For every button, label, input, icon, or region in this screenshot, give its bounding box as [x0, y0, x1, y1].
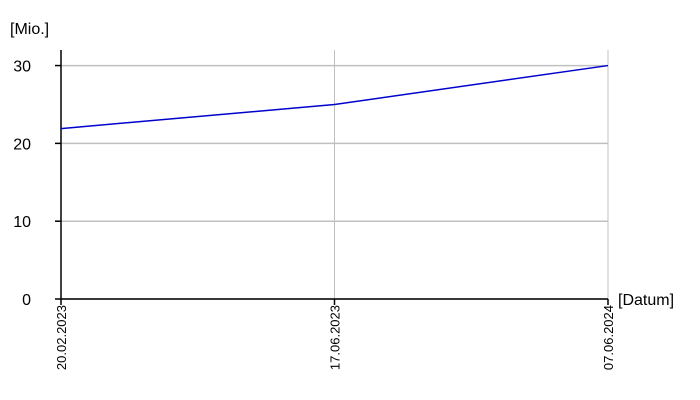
x-axis-label: [Datum]	[618, 292, 674, 309]
x-tick-label: 20.02.2023	[54, 305, 69, 370]
y-tick-label: 10	[13, 214, 31, 231]
x-tick-label: 17.06.2023	[328, 305, 343, 370]
y-tick-label: 0	[22, 292, 31, 309]
y-axis-label: [Mio.]	[10, 21, 49, 38]
x-tick-label: 07.06.2024	[601, 305, 616, 370]
line-series	[60, 64, 609, 130]
y-tick-label: 20	[13, 136, 31, 153]
y-tick-label: 30	[13, 59, 31, 76]
